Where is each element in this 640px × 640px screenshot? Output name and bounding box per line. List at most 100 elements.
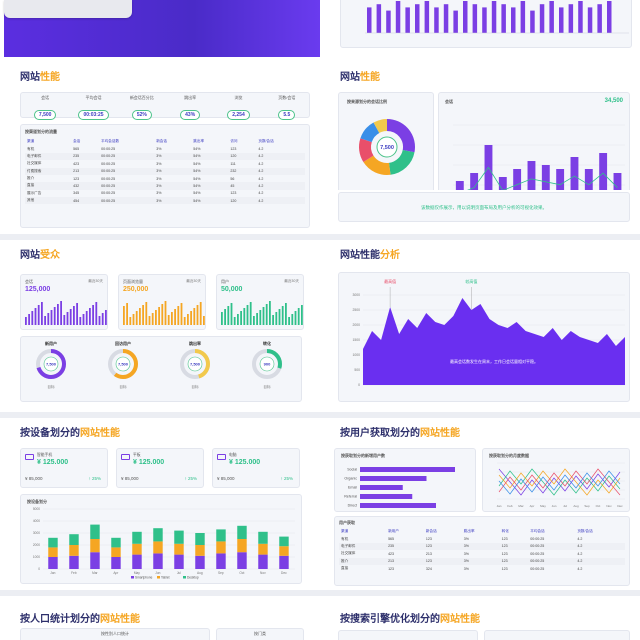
- table-cell: 235: [386, 542, 424, 551]
- traffic-table-panel: 按渠道划分的流量 渠道 会话 平均会话数 新会话 跳出率 访问 页数/会话 有机 565 00:0…: [20, 124, 310, 228]
- donut-chart: 7,500: [359, 119, 415, 175]
- kpi-card: 平均会话 00:03:25: [69, 95, 117, 121]
- bar: [453, 10, 458, 34]
- device-value: ¥ 125.000: [37, 459, 69, 466]
- table-cell: 推介: [339, 557, 387, 565]
- seo-panel-a: [338, 630, 478, 640]
- area-chart: 3000 2500 2000 1500 1000 500 0 最高会话数发生在周末，工作日会话…: [352, 278, 625, 387]
- slide-by-seo: 按搜索引擎优化划分的网站性能: [320, 596, 640, 640]
- table-header: 转化: [501, 529, 509, 534]
- table-cell: 4.2: [577, 551, 583, 556]
- bar: [41, 302, 43, 325]
- table-row: 推介 213 123 3% 123 00:00:25 4.2: [339, 557, 625, 565]
- bar: [253, 316, 255, 325]
- bar: [607, 1, 612, 33]
- bar: [193, 308, 196, 325]
- acq-hbar-chart: Social Organic Email Referral Direct: [344, 467, 455, 508]
- bar: [180, 303, 183, 325]
- bar: [259, 310, 262, 325]
- x-tick-label: Apr: [113, 571, 119, 575]
- kpi-value: 52%: [131, 110, 152, 120]
- bar: [174, 309, 176, 325]
- kpi-label: 会话: [41, 95, 50, 100]
- bar: [301, 305, 303, 325]
- x-tick-label: Jan: [50, 571, 55, 575]
- table-cell: 直接: [341, 566, 349, 571]
- table-cell: 3%: [154, 197, 192, 205]
- stacked-bar-segment: [258, 531, 268, 544]
- bar: [47, 313, 50, 325]
- series-line: [498, 468, 621, 496]
- bar: [291, 314, 294, 325]
- stacked-bar-segment: [90, 552, 100, 569]
- stacked-bar-segment: [48, 537, 58, 548]
- bar: [539, 4, 545, 33]
- bar: [443, 4, 449, 33]
- stacked-bar-segment: [279, 546, 289, 556]
- table-cell: 324: [425, 566, 432, 571]
- bar: [167, 315, 170, 325]
- audience-range: 最近30天: [186, 279, 201, 283]
- bar: [530, 10, 535, 34]
- table-cell: 3%: [154, 152, 192, 161]
- bar: [281, 306, 284, 325]
- bar: [98, 316, 101, 325]
- device-card: 电脑 ¥ 125.000 ¥ 85,000 ↑ 25%: [212, 448, 300, 488]
- donut-slice: [373, 119, 388, 134]
- bar: [294, 311, 297, 325]
- ring-progress: [108, 349, 138, 379]
- x-tick-label: Jul: [177, 571, 181, 575]
- bar: [44, 316, 46, 325]
- table-cell: 111: [230, 161, 236, 166]
- device-chart-title: 按设备划分: [27, 499, 47, 504]
- stacked-bar-segment: [237, 539, 247, 553]
- bar: [60, 301, 62, 325]
- bar: [28, 314, 30, 325]
- table-cell: 565: [73, 147, 80, 152]
- acq-line-title: 按获取划分的月度数据: [489, 453, 529, 458]
- x-tick-label: May: [134, 571, 140, 575]
- bar: [148, 316, 151, 325]
- kpi-label: 跳出率: [184, 95, 197, 100]
- slide-by-device: 按设备划分的网站性能 按设备划分 5000 4000 3000 2000 1000 0 Ja…: [0, 418, 320, 590]
- bar: [101, 313, 104, 325]
- table-cell: 00:00:25: [530, 566, 545, 571]
- slide-top-right: [320, 0, 640, 62]
- x-tick-label: Jun: [552, 504, 557, 508]
- ring-label: 回访用户: [115, 341, 131, 346]
- acq-bar-title: 按获取划分的新增用户数: [341, 453, 385, 458]
- bar: [463, 1, 468, 33]
- kpi-row: 会话 7,500 平均会话 00:03:25 新会话百分比 52% 跳出率 43% 浏览 2,25…: [20, 92, 310, 121]
- bar: [297, 308, 300, 325]
- table-header: 跳出率: [193, 139, 205, 144]
- bar: [265, 304, 268, 325]
- device-icon: [217, 454, 226, 460]
- traffic-table: 渠道 会话 平均会话数 新会话 跳出率 访问 页数/会话 有机 565 00:00:25 3% 54%…: [25, 138, 305, 205]
- table-cell: 345: [73, 191, 80, 196]
- hbar: [360, 503, 436, 508]
- stacked-bar-segment: [111, 547, 121, 557]
- stacked-bar-segment: [195, 545, 205, 556]
- kpi-card: 跳出率 43%: [166, 95, 214, 121]
- acq-bar-panel: 按获取划分的新增用户数 Social Organic Email Referral Di…: [334, 448, 476, 512]
- x-tick-label: Aug: [573, 504, 579, 508]
- hbar-label: Social: [347, 468, 357, 472]
- audience-label: 用户: [221, 279, 229, 284]
- kpi-label: 页数/会话: [278, 95, 296, 100]
- bar: [63, 315, 66, 325]
- table-header: 新会话: [425, 529, 437, 534]
- stacked-bar-segment: [69, 545, 79, 556]
- ring-sub: 目标: [263, 385, 271, 389]
- bar: [278, 309, 281, 325]
- ring-chart: 7,500: [180, 349, 210, 379]
- s3-note: 该数据仅作展示，用以说明页面布局及用户分析的可视化效果。: [421, 205, 547, 210]
- device-stacked-chart: 5000 4000 3000 2000 1000 0 Jan Feb Mar Apr May Jun J…: [33, 507, 295, 579]
- table-cell: 123: [499, 542, 529, 551]
- bar: [269, 301, 271, 325]
- device-change: ↑ 25%: [184, 476, 197, 481]
- y-tick-label: 3000: [33, 531, 40, 535]
- device-value: ¥ 125.000: [229, 459, 261, 466]
- table-cell: 565: [388, 537, 395, 542]
- table-cell: 54%: [193, 191, 201, 196]
- hbar: [360, 467, 455, 472]
